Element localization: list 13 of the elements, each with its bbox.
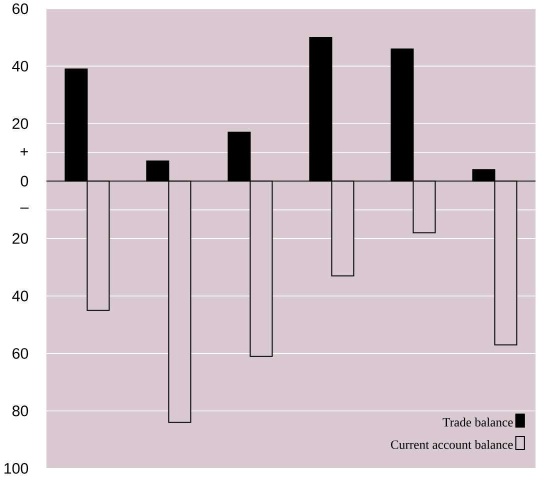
y-tick-label: 40 <box>12 290 28 302</box>
y-tick-label: 0 <box>20 176 28 186</box>
y-tick-label: + <box>20 148 28 156</box>
y-tick-label: – <box>20 208 29 209</box>
legend-label: Current account balance <box>391 440 513 449</box>
y-tick-label: 80 <box>12 405 28 416</box>
y-tick-label: 20 <box>12 118 28 129</box>
y-tick-label: 40 <box>12 60 28 72</box>
y-tick-label: 60 <box>12 348 28 359</box>
y-tick-label: 100 <box>4 462 28 474</box>
y-tick-label: 60 <box>12 3 28 14</box>
legend-label: Trade balance <box>442 418 513 427</box>
y-tick-label: 20 <box>12 233 28 244</box>
